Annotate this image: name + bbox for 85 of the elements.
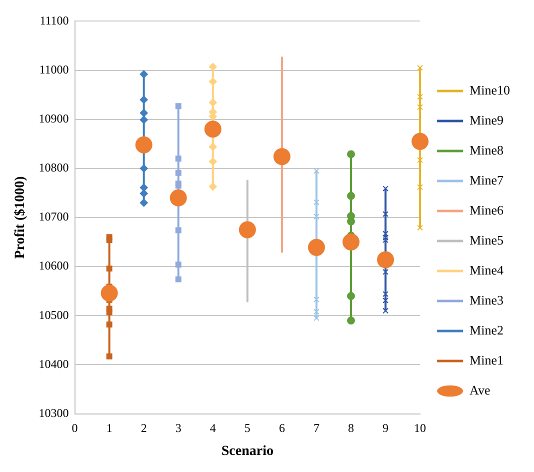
point xyxy=(140,108,148,117)
x-tick-label: 1 xyxy=(106,421,112,436)
point xyxy=(382,211,389,218)
point xyxy=(175,276,182,282)
point xyxy=(135,136,152,154)
x-axis-title: Scenario xyxy=(221,444,274,460)
point xyxy=(382,186,389,192)
y-tick-label: 11100 xyxy=(40,13,69,28)
point xyxy=(382,234,389,241)
point xyxy=(175,262,182,268)
y-tick-label: 10900 xyxy=(38,112,69,126)
point xyxy=(273,148,290,166)
point xyxy=(140,96,148,104)
x-tick-label: 7 xyxy=(313,421,320,436)
point xyxy=(106,266,112,272)
legend-label: Mine2 xyxy=(470,322,504,338)
point xyxy=(100,284,118,302)
y-axis-title: Profit ($1000) xyxy=(13,176,28,259)
point xyxy=(140,116,148,124)
point xyxy=(314,296,320,302)
y-tick-label: 10800 xyxy=(38,160,69,175)
point xyxy=(106,309,112,316)
point xyxy=(238,221,256,238)
x-tick-label: 6 xyxy=(278,421,285,436)
point xyxy=(208,78,217,86)
point xyxy=(175,103,182,110)
point xyxy=(140,198,148,207)
x-tick-label: 3 xyxy=(175,421,182,436)
point xyxy=(106,353,112,360)
point xyxy=(140,164,148,172)
point xyxy=(347,316,356,325)
point xyxy=(347,192,356,200)
legend-label: Ave xyxy=(470,382,490,398)
legend-label: Mine5 xyxy=(470,232,504,248)
point xyxy=(417,224,424,231)
legend-label: Mine1 xyxy=(470,352,504,368)
legend-label: Mine4 xyxy=(470,262,504,278)
point xyxy=(175,227,182,234)
x-tick-label: 10 xyxy=(414,421,426,436)
x-tick-label: 9 xyxy=(382,421,389,436)
x-tick-label: 8 xyxy=(348,421,354,436)
point xyxy=(208,158,217,166)
point xyxy=(204,120,222,138)
point xyxy=(208,182,217,191)
legend-label: Mine8 xyxy=(470,142,504,158)
x-tick-label: 2 xyxy=(140,421,147,436)
point xyxy=(314,214,320,220)
legend-label: Mine10 xyxy=(470,82,510,98)
point xyxy=(106,237,112,244)
y-tick-label: 10300 xyxy=(38,406,69,420)
point xyxy=(347,150,356,158)
point xyxy=(377,251,394,268)
y-tick-label: 10500 xyxy=(38,308,69,322)
point xyxy=(314,168,320,174)
point xyxy=(170,189,187,206)
point xyxy=(308,238,325,256)
point xyxy=(347,292,356,300)
y-tick-label: 10600 xyxy=(38,258,69,273)
y-tick-label: 11000 xyxy=(39,62,69,76)
point xyxy=(140,70,148,78)
x-tick-label: 0 xyxy=(72,421,78,436)
point xyxy=(208,62,217,71)
point xyxy=(417,94,424,100)
point xyxy=(412,132,429,150)
point xyxy=(208,98,217,107)
point xyxy=(106,322,112,328)
point xyxy=(208,142,217,151)
point xyxy=(175,156,182,162)
legend-label: Mine9 xyxy=(470,112,504,128)
point xyxy=(342,234,360,251)
x-tick-label: 5 xyxy=(244,421,250,436)
point xyxy=(417,157,424,164)
point xyxy=(175,170,182,176)
point xyxy=(314,199,320,206)
point xyxy=(382,269,389,275)
point xyxy=(417,184,424,190)
y-tick-label: 10400 xyxy=(38,356,69,371)
point xyxy=(382,308,389,314)
legend-label: Mine6 xyxy=(470,202,504,218)
x-tick-label: 4 xyxy=(210,421,216,436)
point xyxy=(417,64,424,71)
point xyxy=(417,104,424,110)
legend-label: Mine7 xyxy=(470,172,504,188)
y-tick-label: 10700 xyxy=(38,210,69,224)
legend-label: Mine3 xyxy=(470,292,504,308)
